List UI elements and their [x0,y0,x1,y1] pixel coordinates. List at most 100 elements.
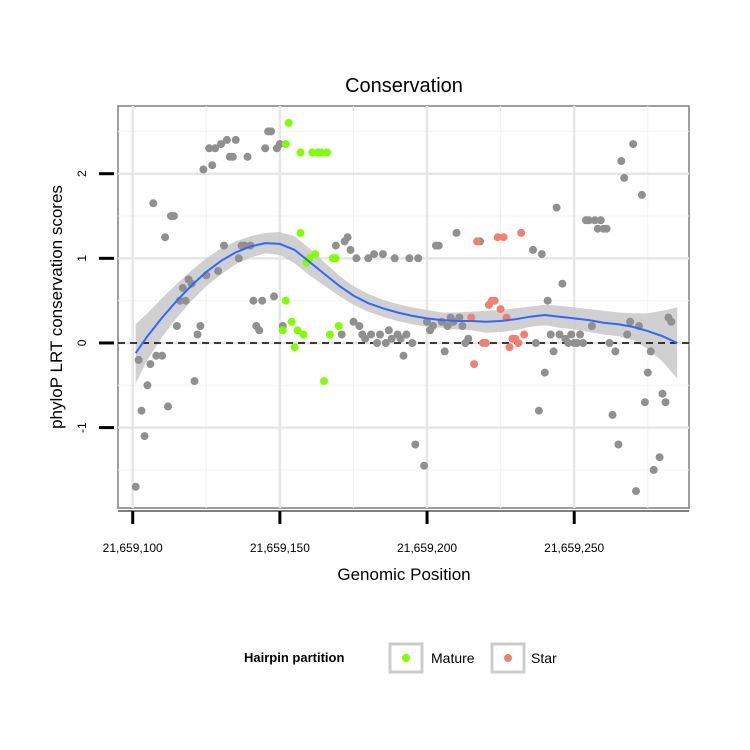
point-other [231,135,240,144]
point-mature [331,254,340,263]
point-other [337,330,346,339]
point-other [443,322,452,330]
point-other [228,152,237,161]
point-other [258,296,267,305]
point-other [261,144,270,153]
point-other [649,465,658,474]
point-other [552,203,561,212]
point-other [217,140,225,149]
y-axis: -1 0 1 2 [75,170,114,433]
point-star [470,360,479,369]
chart-title: Conservation [345,75,463,97]
point-other [637,190,646,199]
point-mature [293,326,302,335]
point-other [402,330,411,339]
point-other [181,296,190,305]
point-other [399,351,408,360]
point-other [655,453,664,462]
point-mature [334,322,343,330]
point-other [537,250,546,259]
point-other [543,296,552,305]
point-other [178,284,187,292]
point-other [355,322,364,330]
point-other [546,330,555,339]
point-other [364,254,373,263]
smooth-fit-line [134,242,678,354]
point-star [517,228,526,237]
x-axis: 21,659,100 21,659,150 21,659,200 21,659,250 [103,510,689,555]
point-other [558,279,567,288]
legend-marker-star [504,654,512,662]
point-other [646,347,655,356]
point-other [196,322,205,330]
point-star [499,233,508,242]
point-star [493,233,502,242]
point-other [661,398,670,407]
point-mature [320,377,328,386]
legend-title: Hairpin partition [244,650,344,665]
point-star [505,343,514,352]
point-other [408,339,417,347]
point-other [376,330,384,339]
point-other [331,241,340,250]
point-other [529,245,537,254]
point-other [134,355,143,364]
point-other [343,233,352,242]
point-other [193,330,202,339]
point-other [158,351,167,360]
point-star [520,330,529,339]
point-other [555,330,564,339]
point-other [187,279,196,288]
point-other [623,330,632,339]
point-other [190,377,199,386]
point-other [590,216,599,225]
point-other [370,250,379,259]
point-mature [296,148,305,157]
point-other [593,224,602,233]
point-other [149,199,158,208]
point-other [455,313,464,322]
point-other [267,127,276,136]
grid-lines [118,106,689,508]
point-other [620,173,629,182]
point-other [587,322,596,330]
x-tick-label: 21,659,200 [397,541,457,555]
point-other [428,322,437,330]
confidence-band-layer [135,232,678,384]
point-other [452,228,461,237]
point-other [640,398,649,407]
x-axis-title: Genomic Position [337,565,470,584]
point-mature [290,343,299,352]
point-other [172,322,181,330]
legend-key-star [490,642,526,674]
point-other [458,322,467,330]
y-tick-label: 2 [75,170,89,177]
point-other [549,347,558,356]
point-other [152,351,161,360]
point-star [490,296,499,305]
point-other [140,432,149,441]
point-other [373,339,381,347]
point-other [361,334,370,343]
x-tick-label: 21,659,150 [250,541,310,555]
point-other [440,347,449,356]
point-star [481,339,490,347]
point-other [243,152,252,161]
point-other [387,334,396,343]
point-mature [323,148,331,157]
point-other [617,157,626,165]
point-star [473,237,482,246]
point-other [411,440,420,449]
point-other [349,317,358,326]
point-other [667,317,676,326]
point-other [531,339,540,347]
point-other [420,461,429,470]
point-other [602,224,611,233]
point-star [496,305,505,314]
point-other [205,144,214,153]
point-other [405,254,414,263]
point-other [629,140,638,149]
point-other [584,216,593,225]
point-other [164,402,172,411]
point-other [384,326,393,335]
